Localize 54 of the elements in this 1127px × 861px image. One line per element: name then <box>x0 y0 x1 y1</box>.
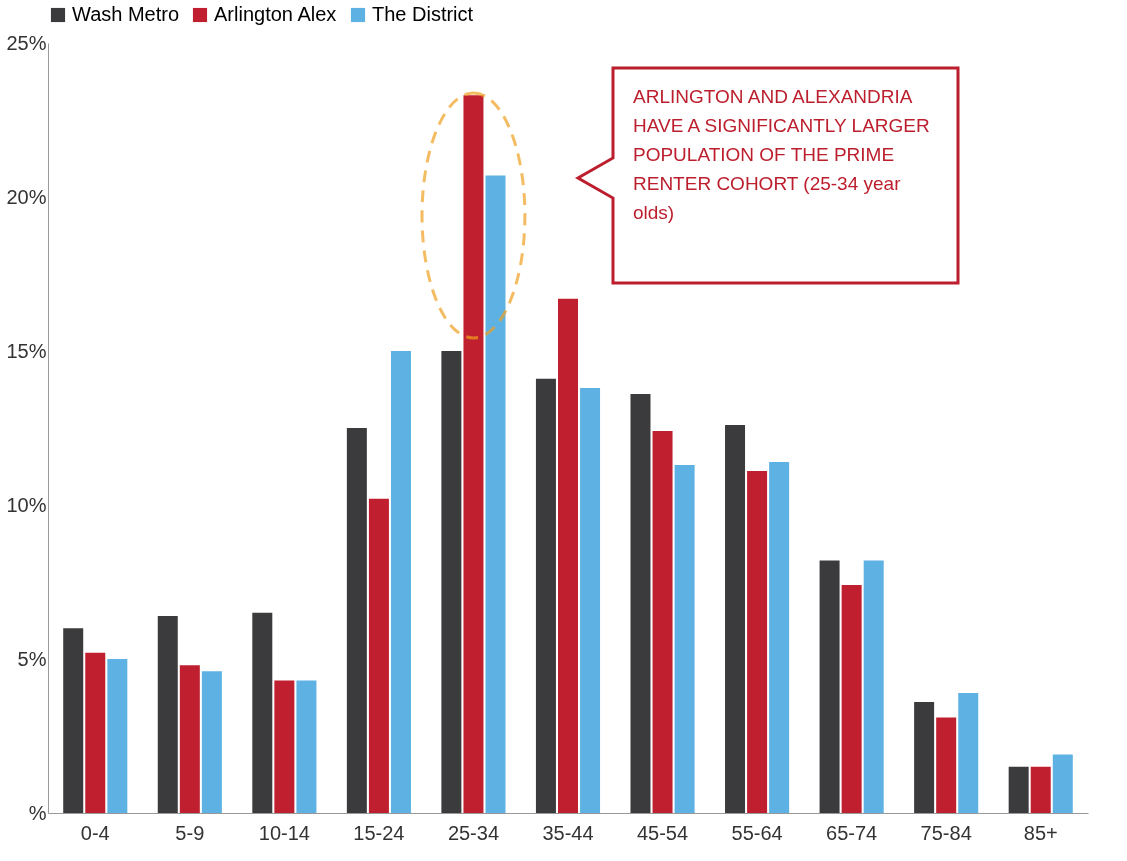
bar <box>85 652 106 813</box>
x-tick-label: 45-54 <box>636 821 689 844</box>
bar <box>107 659 128 813</box>
bar <box>936 717 957 813</box>
bar <box>630 394 651 813</box>
x-tick-label: 5-9 <box>175 821 205 844</box>
x-tick-label: 15-24 <box>353 821 405 844</box>
bar <box>368 498 389 813</box>
bar <box>390 351 411 813</box>
x-tick-label: 65-74 <box>826 821 878 844</box>
x-tick-label: 75-84 <box>920 821 972 844</box>
legend-label: Arlington Alex <box>214 3 337 25</box>
bar <box>958 692 979 813</box>
annotation: ARLINGTON AND ALEXANDRIA HAVE A SIGNIFICANTLY LARGER POPULATION OF THE PRIME RENTER COHORT (25-34 year olds) <box>633 86 930 223</box>
bar <box>296 680 317 813</box>
bar <box>863 560 884 813</box>
y-tick-label: 15% <box>6 339 47 362</box>
x-tick-label: 35-44 <box>542 821 594 844</box>
bar <box>1030 766 1051 813</box>
x-tick-label: 25-34 <box>447 821 500 844</box>
x-tick-label: 0-4 <box>80 821 110 844</box>
y-tick-label: 5% <box>17 647 47 670</box>
legend-label: Wash Metro <box>72 3 180 25</box>
y-tick-label: % <box>28 801 47 824</box>
bar <box>652 431 673 813</box>
bar <box>441 351 462 813</box>
bar <box>841 585 862 813</box>
bar <box>747 471 768 813</box>
x-tick-label: 10-14 <box>258 821 310 844</box>
bar <box>1052 754 1073 813</box>
bar <box>463 95 484 813</box>
bar <box>819 560 840 813</box>
y-tick-label: 20% <box>6 185 47 208</box>
bar <box>769 461 790 813</box>
bar <box>725 424 746 813</box>
bar <box>179 665 200 813</box>
legend-label: The District <box>372 3 474 25</box>
bar <box>914 702 935 813</box>
bar <box>535 378 556 813</box>
bar <box>558 298 578 813</box>
bar <box>157 615 178 813</box>
bar <box>252 612 273 813</box>
y-tick-label: 10% <box>6 493 47 516</box>
bar <box>346 428 367 813</box>
y-tick-label: 25% <box>6 31 47 54</box>
bar <box>274 680 295 813</box>
bar <box>485 175 506 813</box>
bar <box>63 628 84 813</box>
bar <box>201 671 222 813</box>
bar <box>1008 766 1029 813</box>
x-tick-label: 55-64 <box>731 821 783 844</box>
x-tick-label: 85+ <box>1023 821 1058 844</box>
bar <box>674 464 695 813</box>
bar <box>580 387 601 813</box>
